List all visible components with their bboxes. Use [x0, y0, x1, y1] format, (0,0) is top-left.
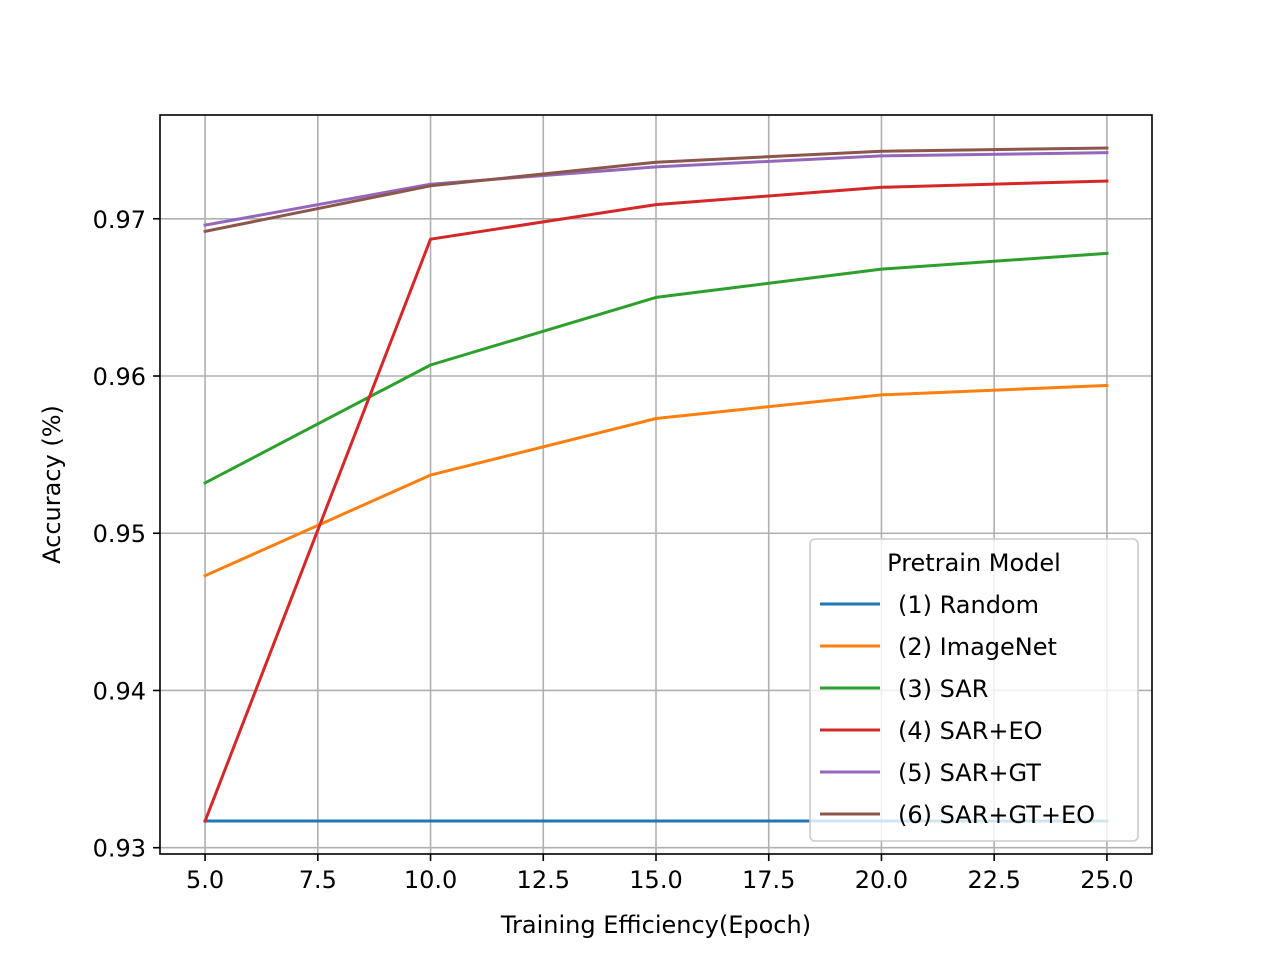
legend-title: Pretrain Model	[887, 549, 1061, 577]
legend-label-2: (2) ImageNet	[898, 633, 1057, 661]
x-tick-label: 22.5	[967, 866, 1020, 894]
x-tick-label: 10.0	[404, 866, 457, 894]
y-tick-label: 0.94	[93, 677, 146, 705]
y-tick-label: 0.93	[93, 835, 146, 863]
series-line-3	[203, 251, 1109, 485]
y-axis-label: Accuracy (%)	[38, 405, 66, 564]
legend-box	[809, 538, 1139, 842]
series-line-5	[203, 151, 1109, 227]
series-line-6	[203, 146, 1109, 234]
y-tick-label: 0.97	[93, 206, 146, 234]
legend-label-1: (1) Random	[898, 591, 1039, 619]
series-line-2	[203, 383, 1109, 578]
x-tick-label: 17.5	[742, 866, 795, 894]
x-axis-label: Training Efficiency(Epoch)	[500, 911, 811, 939]
series-line-4	[203, 179, 1109, 823]
legend-label-5: (5) SAR+GT	[898, 759, 1041, 787]
y-tick-label: 0.96	[93, 363, 146, 391]
x-tick-label: 25.0	[1080, 866, 1133, 894]
legend: Pretrain Model (1) Random (2) ImageNet (3)…	[809, 538, 1139, 842]
x-tick-label: 7.5	[299, 866, 337, 894]
series-layer	[203, 146, 1109, 823]
x-tick-label: 5.0	[186, 866, 224, 894]
legend-label-4: (4) SAR+EO	[898, 717, 1043, 745]
legend-label-6: (6) SAR+GT+EO	[898, 801, 1095, 829]
x-tick-label: 20.0	[855, 866, 908, 894]
y-tick-label: 0.95	[93, 520, 146, 548]
tick-layer: 5.0 7.5 10.0 12.5 15.0 17.5 20.0 22.5 25.0 0.93 0.…	[93, 206, 1134, 894]
x-tick-label: 12.5	[517, 866, 570, 894]
x-tick-label: 15.0	[629, 866, 682, 894]
legend-label-3: (3) SAR	[898, 675, 988, 703]
